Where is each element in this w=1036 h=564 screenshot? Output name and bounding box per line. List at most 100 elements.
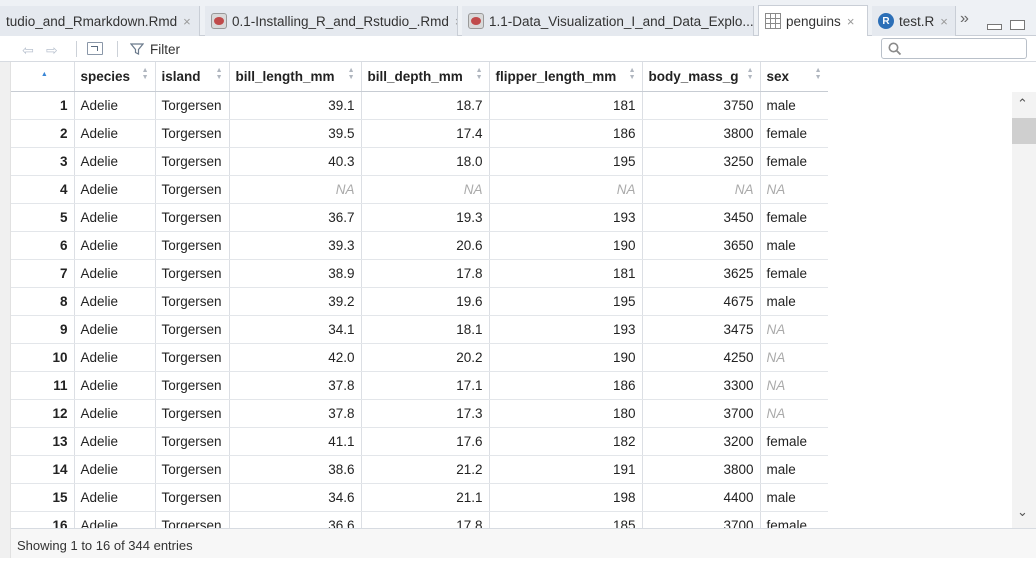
column-header-flipper-length-mm[interactable]: flipper_length_mm ▲ ▼ xyxy=(489,62,643,92)
table-row: 10 Adelie Torgersen 42.0 20.2 190 4250 NA xyxy=(11,343,828,372)
table-cell: Adelie xyxy=(74,455,156,484)
toolbar-divider xyxy=(76,41,77,57)
table-cell: 3800 xyxy=(642,119,761,148)
table-cell: Adelie xyxy=(74,315,156,344)
scrollbar-thumb[interactable] xyxy=(1012,118,1036,144)
row-index-cell: 10 xyxy=(11,343,75,372)
popout-window-icon[interactable] xyxy=(87,42,103,55)
table-cell: NA xyxy=(489,175,643,204)
forward-arrow-icon[interactable]: ⇨ xyxy=(46,42,58,58)
tab-studio-rmarkdown[interactable]: tudio_and_Rmarkdown.Rmd × xyxy=(0,6,200,36)
sort-icon[interactable]: ▲ ▼ xyxy=(347,67,355,81)
tab-installing-r[interactable]: 0.1-Installing_R_and_Rstudio_.Rmd × xyxy=(205,6,458,36)
tab-close-icon[interactable]: × xyxy=(183,13,191,29)
table-cell: 18.1 xyxy=(361,315,490,344)
maximize-pane-icon[interactable] xyxy=(1010,20,1025,30)
vertical-scrollbar[interactable]: ⌃ ⌄ xyxy=(1012,92,1036,528)
table-cell: Adelie xyxy=(74,231,156,260)
column-header-label: sex xyxy=(766,68,790,84)
rmd-file-icon xyxy=(468,13,484,29)
table-cell: 17.3 xyxy=(361,399,490,428)
tab-close-icon[interactable]: × xyxy=(455,14,457,29)
row-index-cell: 9 xyxy=(11,315,75,344)
sort-icon[interactable]: ▲ ▼ xyxy=(215,67,223,81)
column-header-bill-depth-mm[interactable]: bill_depth_mm ▲ ▼ xyxy=(361,62,490,92)
table-cell: 37.8 xyxy=(229,399,362,428)
column-header-species[interactable]: species ▲ ▼ xyxy=(74,62,156,92)
table-cell: 198 xyxy=(489,483,643,512)
row-index-cell: 13 xyxy=(11,427,75,456)
table-cell: Adelie xyxy=(74,371,156,400)
column-header-label: body_mass_g xyxy=(648,68,739,84)
table-body: 1 Adelie Torgersen 39.1 18.7 181 3750 male 2 Adel… xyxy=(11,91,828,528)
column-header-body-mass-g[interactable]: body_mass_g ▲ ▼ xyxy=(642,62,761,92)
tab-label: tudio_and_Rmarkdown.Rmd xyxy=(6,13,178,29)
table-cell: 181 xyxy=(489,91,643,120)
table-cell: 181 xyxy=(489,259,643,288)
scroll-down-icon[interactable]: ⌄ xyxy=(1017,504,1028,519)
sort-icon[interactable]: ▲ ▼ xyxy=(746,67,754,81)
table-cell: 36.6 xyxy=(229,511,362,528)
table-cell: 195 xyxy=(489,147,643,176)
table-cell: NA xyxy=(760,175,828,204)
row-index-cell: 7 xyxy=(11,259,75,288)
tab-close-icon[interactable]: × xyxy=(940,13,948,29)
row-index-cell: 14 xyxy=(11,455,75,484)
column-header-sex[interactable]: sex ▲ ▼ xyxy=(760,62,828,92)
sort-ascending-icon[interactable]: ▲ xyxy=(40,71,48,78)
table-cell: 42.0 xyxy=(229,343,362,372)
table-cell: Torgersen xyxy=(155,147,230,176)
table-cell: Adelie xyxy=(74,259,156,288)
row-index-cell: 2 xyxy=(11,119,75,148)
sort-icon[interactable]: ▲ ▼ xyxy=(628,67,636,81)
table-row: 4 Adelie Torgersen NA NA NA NA NA xyxy=(11,175,828,204)
table-cell: Adelie xyxy=(74,119,156,148)
table-cell: Adelie xyxy=(74,175,156,204)
table-cell: female xyxy=(760,259,828,288)
column-header-island[interactable]: island ▲ ▼ xyxy=(155,62,230,92)
sort-icon[interactable]: ▲ ▼ xyxy=(141,67,149,81)
table-row: 7 Adelie Torgersen 38.9 17.8 181 3625 female xyxy=(11,259,828,288)
table-cell: 3700 xyxy=(642,511,761,528)
table-cell: 190 xyxy=(489,343,643,372)
rmd-file-icon xyxy=(211,13,227,29)
table-cell: Torgersen xyxy=(155,287,230,316)
table-cell: female xyxy=(760,427,828,456)
search-input[interactable] xyxy=(881,38,1027,59)
tab-label: 1.1-Data_Visualization_I_and_Data_Explo.… xyxy=(489,13,754,29)
table-row: 13 Adelie Torgersen 41.1 17.6 182 3200 female xyxy=(11,427,828,456)
table-cell: 34.1 xyxy=(229,315,362,344)
table-cell: Torgersen xyxy=(155,231,230,260)
tab-penguins[interactable]: penguins × xyxy=(758,5,868,37)
column-header-bill-length-mm[interactable]: bill_length_mm ▲ ▼ xyxy=(229,62,362,92)
table-cell: Torgersen xyxy=(155,175,230,204)
table-cell: 21.2 xyxy=(361,455,490,484)
table-cell: Adelie xyxy=(74,203,156,232)
tab-close-icon[interactable]: × xyxy=(846,13,855,29)
filter-button[interactable]: Filter xyxy=(130,40,180,58)
sort-icon[interactable]: ▲ ▼ xyxy=(475,67,483,81)
table-row: 11 Adelie Torgersen 37.8 17.1 186 3300 NA xyxy=(11,371,828,400)
table-cell: 18.7 xyxy=(361,91,490,120)
table-cell: 3625 xyxy=(642,259,761,288)
minimize-pane-icon[interactable] xyxy=(987,24,1002,30)
table-cell: Adelie xyxy=(74,147,156,176)
row-index-cell: 3 xyxy=(11,147,75,176)
table-cell: 186 xyxy=(489,371,643,400)
table-cell: female xyxy=(760,119,828,148)
table-cell: Adelie xyxy=(74,399,156,428)
data-table-container: ▲ species ▲ ▼ island ▲ ▼ bill_length_mm ▲ ▼ bill_d… xyxy=(11,62,828,528)
table-cell: 40.3 xyxy=(229,147,362,176)
search-icon xyxy=(888,42,902,56)
tab-data-visualization[interactable]: 1.1-Data_Visualization_I_and_Data_Explo.… xyxy=(462,6,754,36)
column-header-index[interactable]: ▲ xyxy=(11,62,75,92)
tab-overflow-icon[interactable]: » xyxy=(960,10,969,27)
table-cell: 19.6 xyxy=(361,287,490,316)
table-cell: 4675 xyxy=(642,287,761,316)
table-cell: 180 xyxy=(489,399,643,428)
back-arrow-icon[interactable]: ⇦ xyxy=(22,42,34,58)
table-row: 16 Adelie Torgersen 36.6 17.8 185 3700 female xyxy=(11,511,828,528)
tab-test-r[interactable]: R test.R × xyxy=(872,6,956,36)
sort-icon[interactable]: ▲ ▼ xyxy=(814,67,822,81)
scroll-up-icon[interactable]: ⌃ xyxy=(1017,96,1028,111)
